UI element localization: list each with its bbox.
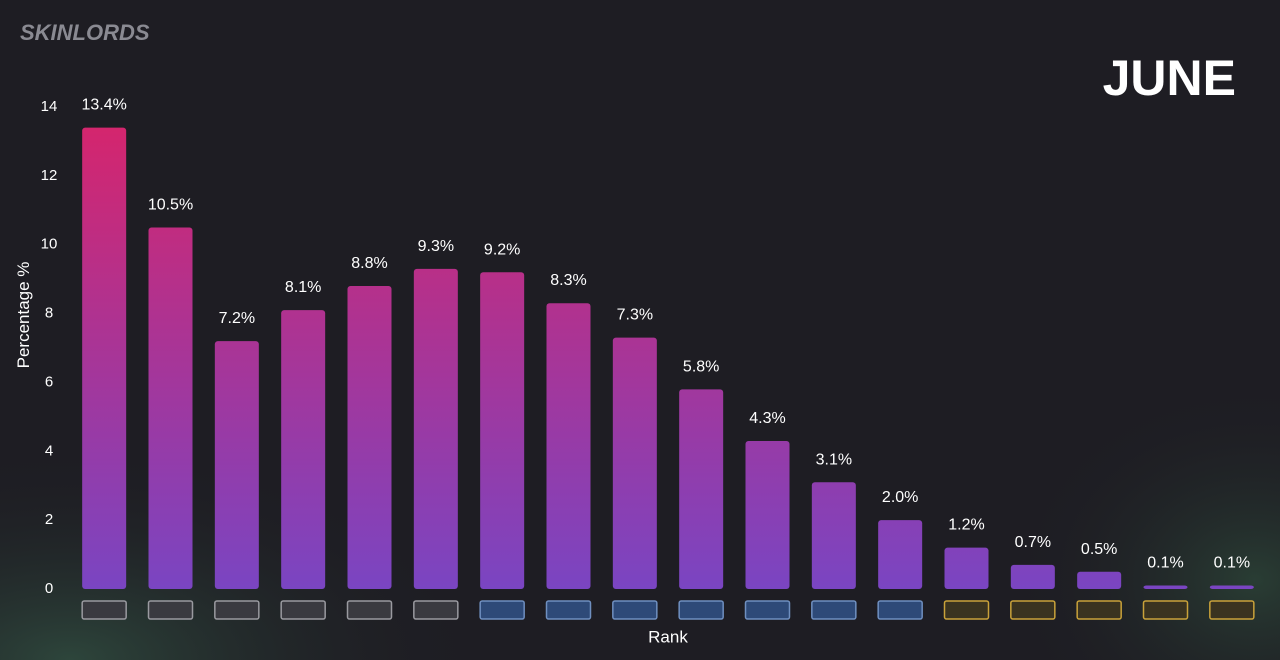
rank-badge (147, 600, 194, 620)
rank-badge (943, 600, 990, 620)
y-tick-label: 8 (45, 305, 53, 322)
rank-badge (811, 600, 857, 620)
bar (944, 547, 989, 589)
rank-badge (81, 600, 127, 620)
y-tick-label: 0 (45, 580, 53, 597)
bar (214, 341, 259, 589)
bar (347, 286, 392, 589)
bar (82, 127, 127, 590)
bar (878, 520, 923, 589)
rank-badge (1209, 600, 1255, 620)
bar (1077, 571, 1122, 589)
y-tick-label: 12 (41, 167, 58, 184)
data-label: 9.2% (484, 241, 520, 258)
rank-badge (280, 600, 326, 620)
bar (148, 227, 193, 589)
data-label: 10.5% (148, 197, 193, 214)
bar (1010, 564, 1055, 589)
rank-badge (479, 600, 525, 620)
data-label: 0.5% (1081, 541, 1117, 558)
bar (811, 482, 856, 589)
data-label: 0.1% (1147, 555, 1183, 572)
data-label: 5.8% (683, 358, 719, 375)
bar (480, 272, 525, 589)
data-label: 7.2% (219, 310, 255, 327)
rank-badge (214, 600, 260, 620)
bar (546, 303, 591, 589)
data-label: 3.1% (816, 451, 852, 468)
x-axis-label: Rank (648, 627, 688, 646)
data-label: 2.0% (882, 489, 918, 506)
rank-badge (877, 600, 923, 620)
rank-badge (545, 600, 592, 620)
rank-badge (346, 600, 393, 620)
data-label: 9.3% (418, 238, 454, 255)
rank-badge (1142, 600, 1189, 620)
y-axis-label: Percentage % (14, 262, 33, 369)
data-label: 7.3% (617, 307, 653, 324)
bar (413, 268, 458, 589)
rank-badge (612, 600, 658, 620)
y-tick-label: 6 (45, 373, 53, 390)
data-label: 0.1% (1214, 555, 1250, 572)
data-label: 8.8% (351, 255, 387, 272)
glow (780, 260, 1280, 660)
chart-title: JUNE (1103, 50, 1236, 106)
rank-badge (1010, 600, 1056, 620)
bar (745, 440, 790, 589)
rank-badge (413, 600, 459, 620)
y-tick-label: 2 (45, 511, 53, 528)
data-label: 4.3% (749, 410, 785, 427)
data-label: 13.4% (81, 97, 126, 114)
data-label: 1.2% (948, 517, 984, 534)
bar (281, 310, 326, 589)
rank-badge (1076, 600, 1122, 620)
y-tick-label: 14 (41, 98, 58, 115)
bar (1209, 585, 1254, 589)
data-label: 8.1% (285, 279, 321, 296)
bar (612, 337, 657, 589)
y-tick-label: 4 (45, 442, 53, 459)
bar (1143, 585, 1188, 589)
rank-badge (678, 600, 724, 620)
bar (679, 389, 724, 589)
data-label: 0.7% (1015, 534, 1051, 551)
brand-logo: SKINLORDS (20, 20, 150, 45)
y-tick-label: 10 (41, 236, 58, 253)
rank-badge (744, 600, 791, 620)
data-label: 8.3% (550, 272, 586, 289)
